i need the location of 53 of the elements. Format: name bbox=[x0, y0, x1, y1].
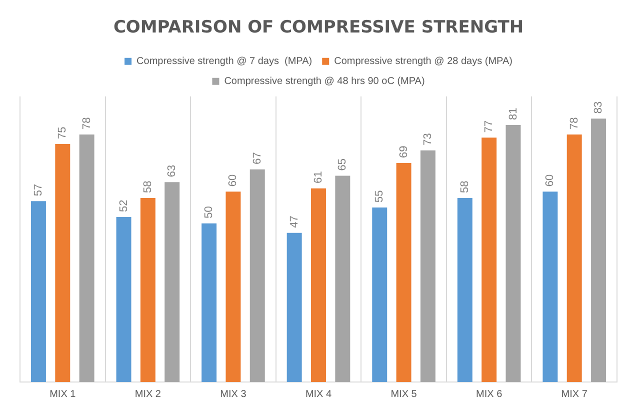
bar bbox=[457, 198, 472, 382]
data-label: 55 bbox=[374, 190, 386, 202]
data-label: 60 bbox=[544, 174, 556, 187]
x-tick-label: MIX 5 bbox=[390, 388, 418, 400]
bar bbox=[140, 198, 156, 382]
data-label: 47 bbox=[288, 216, 300, 228]
bar bbox=[79, 134, 94, 382]
x-tick-label: MIX 3 bbox=[220, 388, 247, 400]
x-tick-label: MIX 2 bbox=[134, 388, 162, 400]
bar bbox=[311, 188, 326, 382]
bar bbox=[506, 124, 521, 382]
data-label: 58 bbox=[458, 180, 471, 193]
chart-title: COMPARISON OF COMPRESSIVE STRENGTH bbox=[113, 18, 524, 38]
bar bbox=[566, 134, 582, 382]
data-label: 67 bbox=[251, 152, 264, 164]
data-label: 65 bbox=[336, 158, 349, 171]
x-tick-label: MIX 7 bbox=[561, 388, 588, 400]
legend-label: Compressive strength @ 28 days (MPA) bbox=[334, 56, 512, 68]
bar bbox=[286, 232, 302, 382]
data-label: 81 bbox=[507, 108, 520, 120]
x-tick-label: MIX 4 bbox=[305, 388, 332, 400]
data-label: 58 bbox=[142, 180, 154, 193]
bar bbox=[372, 207, 388, 382]
data-label: 50 bbox=[203, 206, 216, 218]
data-label: 60 bbox=[227, 174, 240, 187]
bar bbox=[250, 169, 265, 382]
bar bbox=[591, 118, 606, 382]
legend-label: Compressive strength @ 48 hrs 90 oC (MPA) bbox=[224, 76, 425, 88]
data-label: 63 bbox=[166, 164, 178, 178]
legend-label: Compressive strength @ 7 days (MPA) bbox=[136, 56, 312, 68]
data-label: 77 bbox=[483, 120, 496, 133]
data-label: 78 bbox=[568, 117, 580, 130]
data-label: 57 bbox=[32, 184, 45, 196]
data-label: 73 bbox=[422, 133, 434, 146]
bar bbox=[542, 192, 558, 382]
bar bbox=[202, 223, 217, 382]
bar bbox=[420, 150, 436, 382]
data-label: 75 bbox=[56, 126, 69, 139]
bar bbox=[164, 182, 180, 382]
bar bbox=[116, 216, 132, 382]
data-label: 69 bbox=[398, 146, 410, 158]
bar bbox=[226, 192, 241, 382]
data-label: 83 bbox=[592, 101, 605, 114]
bar bbox=[482, 138, 497, 382]
x-tick-label: MIX 6 bbox=[476, 388, 503, 400]
bar bbox=[335, 176, 350, 382]
data-label: 78 bbox=[80, 117, 93, 130]
x-tick-label: MIX 1 bbox=[50, 388, 76, 400]
data-label: 52 bbox=[118, 200, 130, 212]
data-label: 61 bbox=[312, 171, 325, 184]
bar bbox=[396, 163, 412, 382]
bar bbox=[30, 201, 46, 382]
bar bbox=[55, 144, 70, 382]
